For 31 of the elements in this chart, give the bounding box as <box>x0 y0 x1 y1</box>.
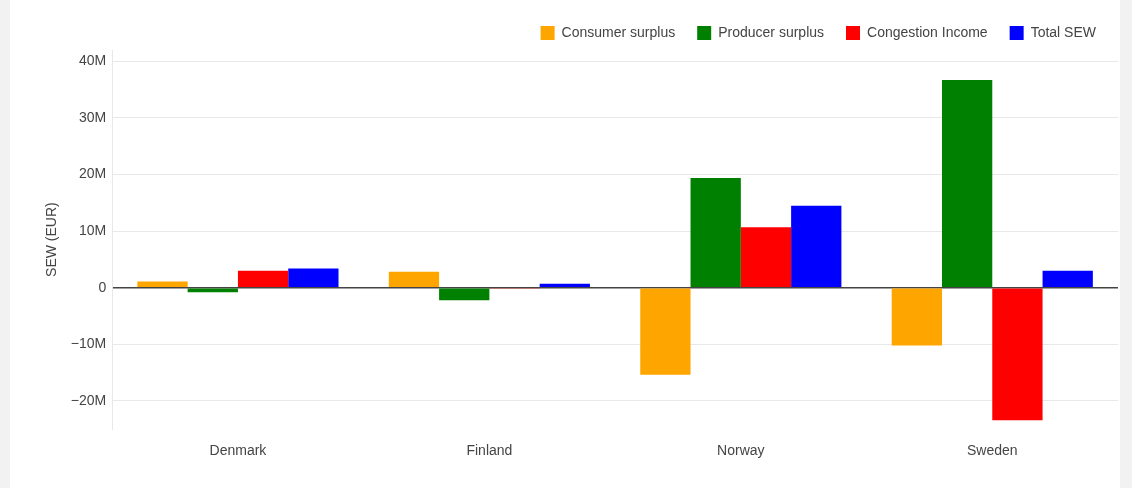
bar <box>941 80 993 287</box>
bar <box>891 288 942 346</box>
bar <box>992 288 1043 421</box>
legend-label: Consumer surplus <box>561 23 676 40</box>
bar <box>1042 270 1093 287</box>
y-tick-label: 30M <box>78 108 107 125</box>
bar <box>187 288 238 293</box>
y-tick-label: 40M <box>78 52 107 69</box>
bar <box>539 283 590 287</box>
y-tick-label: 0 <box>98 278 107 295</box>
x-tick-label: Norway <box>717 442 765 459</box>
legend-label: Congestion Income <box>867 23 988 40</box>
y-tick-label: −10M <box>70 335 107 352</box>
bar <box>740 227 792 287</box>
y-axis-title: SEW (EUR) <box>43 202 60 277</box>
x-tick-label: Finland <box>466 442 513 459</box>
bar <box>690 177 741 287</box>
bar <box>791 205 842 287</box>
x-tick-label: Denmark <box>209 442 268 459</box>
bar <box>237 270 289 287</box>
legend-label: Producer surplus <box>718 23 825 40</box>
bar <box>137 281 188 287</box>
y-tick-label: 10M <box>78 221 107 238</box>
legend-label: Total SEW <box>1030 23 1097 40</box>
x-tick-label: Sweden <box>966 442 1018 459</box>
y-tick-label: −20M <box>70 391 107 408</box>
bar <box>388 271 440 287</box>
bar <box>288 268 339 287</box>
bar <box>439 288 490 301</box>
y-tick-label: 20M <box>78 165 107 182</box>
bar <box>640 288 691 375</box>
